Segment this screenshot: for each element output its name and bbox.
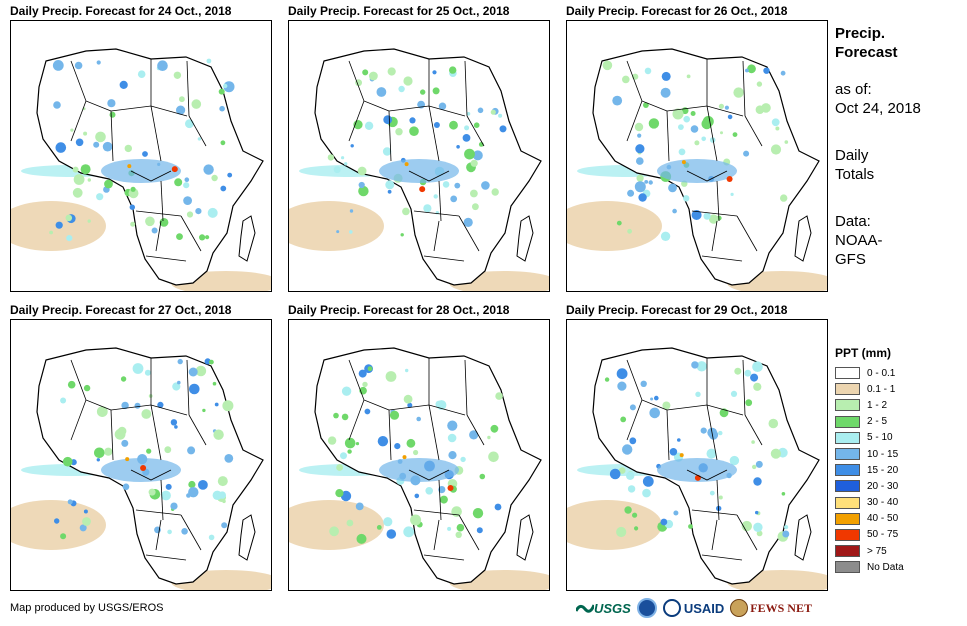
noaa-logo <box>636 598 657 618</box>
forecast-info: Precip. Forecast as of: Oct 24, 2018 Dai… <box>835 24 960 287</box>
legend-item: 40 - 50 <box>835 511 960 527</box>
data-label: Data: <box>835 213 871 230</box>
panel-title: Daily Precip. Forecast for 28 Oct., 2018 <box>288 303 510 317</box>
legend-swatch <box>835 480 860 493</box>
legend-label: 0.1 - 1 <box>867 383 896 395</box>
legend-swatch <box>835 383 860 396</box>
legend-item: > 75 <box>835 543 960 559</box>
legend-rows: 0 - 0.1 0.1 - 1 1 - 2 2 - 5 5 - 10 10 - 15 15 … <box>835 365 960 575</box>
as-of-label: as of: <box>835 81 872 98</box>
legend-label: 15 - 20 <box>867 464 899 476</box>
legend-item: 20 - 30 <box>835 478 960 494</box>
legend-label: 1 - 2 <box>867 399 888 411</box>
usaid-seal-icon <box>662 599 681 617</box>
africa-map-graphic <box>567 347 827 590</box>
legend-label: 40 - 50 <box>867 513 899 525</box>
legend-swatch <box>835 512 860 525</box>
usaid-logo: USAID <box>662 599 725 617</box>
legend-swatch <box>835 496 860 509</box>
legend-item: 30 - 40 <box>835 495 960 511</box>
legend-swatch <box>835 399 860 412</box>
legend-item: 15 - 20 <box>835 462 960 478</box>
precip-map <box>288 20 550 292</box>
legend-label: > 75 <box>867 545 887 557</box>
panel-title: Daily Precip. Forecast for 26 Oct., 2018 <box>566 4 788 18</box>
legend-swatch <box>835 545 860 558</box>
legend-swatch <box>835 431 860 444</box>
precip-map <box>566 319 828 591</box>
legend-label: 2 - 5 <box>867 416 888 428</box>
precip-map <box>288 319 550 591</box>
legend-swatch <box>835 561 860 574</box>
agency-logos: USGS USAID FEWS NET <box>576 595 828 621</box>
legend-label: 30 - 40 <box>867 497 899 509</box>
precip-legend: PPT (mm) 0 - 0.1 0.1 - 1 1 - 2 2 - 5 5 - 10 1… <box>835 346 960 575</box>
legend-label: 5 - 10 <box>867 432 893 444</box>
forecast-heading: Precip. Forecast <box>835 24 960 62</box>
heading-line: Forecast <box>835 44 898 61</box>
legend-label: 20 - 30 <box>867 480 899 492</box>
map-credit: Map produced by USGS/EROS <box>10 602 164 614</box>
legend-swatch <box>835 448 860 461</box>
legend-label: 10 - 15 <box>867 448 899 460</box>
legend-title: PPT (mm) <box>835 346 892 360</box>
usgs-wave-icon <box>576 604 594 613</box>
as-of-date: as of: Oct 24, 2018 <box>835 80 960 118</box>
panel-title: Daily Precip. Forecast for 24 Oct., 2018 <box>10 4 232 18</box>
africa-map-graphic <box>11 48 271 291</box>
as-of-value: Oct 24, 2018 <box>835 100 921 117</box>
legend-swatch <box>835 367 860 380</box>
precip-map <box>566 20 828 292</box>
data-value: NOAA- <box>835 232 883 249</box>
legend-swatch <box>835 528 860 541</box>
legend-item: 1 - 2 <box>835 397 960 413</box>
legend-item: 10 - 15 <box>835 446 960 462</box>
legend-item: 0 - 0.1 <box>835 365 960 381</box>
fews-globe-icon <box>730 599 749 617</box>
africa-map-graphic <box>11 347 271 590</box>
legend-item: 0.1 - 1 <box>835 381 960 397</box>
daily-totals-note: Daily Totals <box>835 146 960 184</box>
legend-item: 50 - 75 <box>835 527 960 543</box>
legend-swatch <box>835 464 860 477</box>
legend-label: 50 - 75 <box>867 529 899 541</box>
precip-map <box>10 20 272 292</box>
legend-label: 0 - 0.1 <box>867 367 896 379</box>
usgs-logo-text: USGS <box>594 600 631 616</box>
data-value: GFS <box>835 251 866 268</box>
usaid-logo-text: USAID <box>683 600 725 616</box>
panel-title: Daily Precip. Forecast for 25 Oct., 2018 <box>288 4 510 18</box>
panel-title: Daily Precip. Forecast for 29 Oct., 2018 <box>566 303 788 317</box>
legend-swatch <box>835 415 860 428</box>
panel-title: Daily Precip. Forecast for 27 Oct., 2018 <box>10 303 232 317</box>
africa-map-graphic <box>567 48 827 291</box>
fews-logo-text: FEWS NET <box>750 600 812 615</box>
daily-line: Daily <box>835 147 869 164</box>
usgs-logo: USGS <box>576 601 631 616</box>
daily-line: Totals <box>835 166 875 183</box>
africa-map-graphic <box>289 347 549 590</box>
legend-item: 5 - 10 <box>835 430 960 446</box>
fews-net-logo: FEWS NET <box>730 599 812 617</box>
legend-label: No Data <box>867 561 904 573</box>
africa-map-graphic <box>289 48 549 291</box>
legend-item: 2 - 5 <box>835 414 960 430</box>
precip-map <box>10 319 272 591</box>
legend-item: No Data <box>835 559 960 575</box>
data-source: Data: NOAA- GFS <box>835 212 960 269</box>
heading-line: Precip. <box>835 25 886 42</box>
